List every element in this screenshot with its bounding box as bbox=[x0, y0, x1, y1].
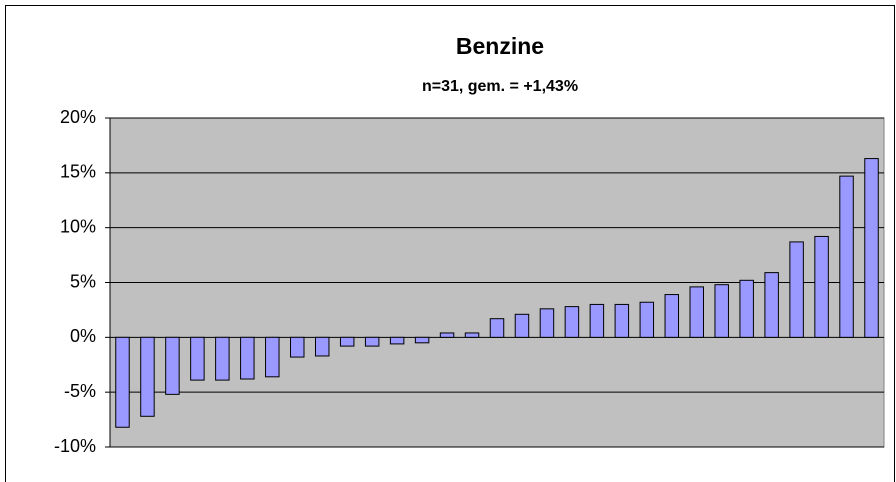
bar bbox=[839, 175, 854, 338]
y-tick-label: 5% bbox=[70, 271, 96, 291]
y-tick-label: -5% bbox=[64, 381, 96, 401]
chart-subtitle: n=31, gem. = +1,43% bbox=[422, 78, 578, 95]
bar bbox=[514, 313, 530, 338]
bar bbox=[814, 235, 829, 338]
bar bbox=[314, 336, 330, 357]
bar bbox=[689, 286, 704, 338]
bar bbox=[140, 336, 155, 417]
chart-title: Benzine bbox=[456, 33, 544, 59]
y-tick-label: -10% bbox=[54, 436, 96, 456]
bar bbox=[789, 241, 804, 338]
y-tick-label: 10% bbox=[60, 216, 96, 236]
bar bbox=[614, 303, 630, 338]
bar bbox=[664, 294, 680, 338]
bar bbox=[564, 306, 580, 338]
bar bbox=[539, 308, 555, 338]
bar bbox=[639, 301, 655, 338]
bar bbox=[589, 303, 605, 338]
bar bbox=[739, 279, 754, 338]
y-tick-label: 20% bbox=[60, 107, 96, 127]
bar bbox=[290, 336, 305, 358]
bar bbox=[240, 336, 255, 380]
bar bbox=[489, 318, 505, 338]
bar bbox=[115, 336, 130, 428]
bar bbox=[864, 158, 879, 338]
bar bbox=[190, 336, 205, 381]
bar bbox=[389, 336, 405, 345]
bar bbox=[165, 336, 180, 395]
bar bbox=[764, 272, 779, 338]
bar bbox=[414, 336, 430, 344]
y-tick-label: 15% bbox=[60, 162, 96, 182]
bar bbox=[364, 336, 380, 347]
bar bbox=[439, 332, 455, 338]
bar bbox=[714, 284, 729, 338]
bar bbox=[215, 336, 230, 381]
bar bbox=[464, 332, 480, 338]
bar bbox=[265, 336, 280, 378]
y-tick-label: 0% bbox=[70, 326, 96, 346]
bar bbox=[339, 336, 355, 347]
